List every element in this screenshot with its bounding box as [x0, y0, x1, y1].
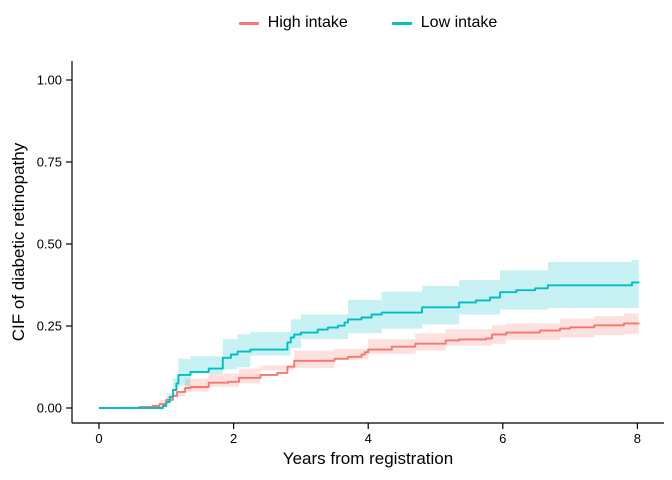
cif-curve-low-intake [99, 281, 640, 409]
y-tick-label: 0.50 [37, 237, 62, 252]
x-tick-label: 2 [230, 431, 237, 446]
confidence-band-low-intake [159, 259, 639, 408]
x-tick-label: 4 [365, 431, 372, 446]
high-intake-line-swatch [238, 21, 259, 25]
legend-label-high-intake: High intake [267, 14, 348, 31]
x-tick-label: 8 [634, 431, 641, 446]
y-tick-label: 1.00 [37, 73, 62, 88]
legend-label-low-intake: Low intake [420, 14, 498, 31]
y-tick-label: 0.75 [37, 155, 62, 170]
legend: High intake Low intake [72, 10, 664, 36]
confidence-band-high-intake [119, 312, 639, 408]
low-intake-line-swatch [391, 21, 412, 25]
legend-item-high-intake: High intake [238, 14, 348, 31]
x-axis-title: Years from registration [282, 449, 454, 468]
y-tick-label: 0.00 [37, 401, 62, 416]
x-tick-label: 6 [499, 431, 506, 446]
y-tick-label: 0.25 [37, 319, 62, 334]
x-tick-label: 0 [95, 431, 102, 446]
legend-item-low-intake: Low intake [391, 14, 498, 31]
y-axis-title: CIF of diabetic retinopathy [9, 142, 28, 342]
